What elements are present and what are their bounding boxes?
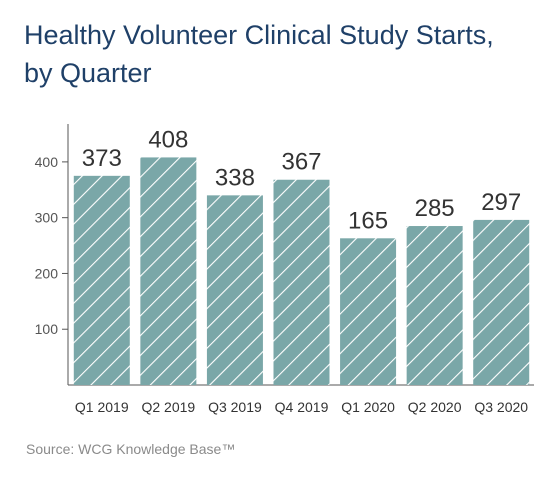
x-tick-label: Q4 2019 [275, 399, 329, 415]
chart-axes: 100 200 300 400 [35, 124, 534, 386]
x-tick-label: Q1 2019 [75, 399, 129, 415]
x-tick-label: Q2 2020 [408, 399, 462, 415]
source-note: Source: WCG Knowledge Base™ [26, 441, 236, 457]
chart-labels: 373 Q1 2019 408 Q2 2019 338 Q3 2019 367 Q4 2019… [75, 126, 528, 415]
x-tick-label: Q2 2019 [141, 399, 195, 415]
data-label: 373 [82, 145, 122, 172]
y-tick-label: 200 [35, 265, 59, 281]
data-label: 297 [481, 189, 521, 216]
chart-bars [73, 157, 530, 385]
data-label: 367 [281, 149, 321, 176]
bar [340, 238, 397, 385]
x-tick-label: Q3 2020 [474, 399, 528, 415]
x-tick-label: Q1 2020 [341, 399, 395, 415]
bar [73, 175, 130, 385]
chart-title: Healthy Volunteer Clinical Study Starts,… [24, 16, 544, 92]
bar [473, 219, 530, 385]
bar [273, 179, 330, 385]
data-label: 165 [348, 207, 388, 234]
bar [206, 195, 263, 385]
bar [140, 157, 197, 385]
y-tick-label: 400 [35, 154, 59, 170]
y-tick-label: 300 [35, 210, 59, 226]
chart-title-line-1: Healthy Volunteer Clinical Study Starts, [24, 20, 494, 50]
data-label: 285 [415, 195, 455, 222]
data-label: 338 [215, 164, 255, 191]
x-tick-label: Q3 2019 [208, 399, 262, 415]
bar [406, 226, 463, 385]
y-tick-label: 100 [35, 321, 59, 337]
data-label: 408 [148, 126, 188, 153]
chart-title-line-2: by Quarter [24, 58, 152, 88]
